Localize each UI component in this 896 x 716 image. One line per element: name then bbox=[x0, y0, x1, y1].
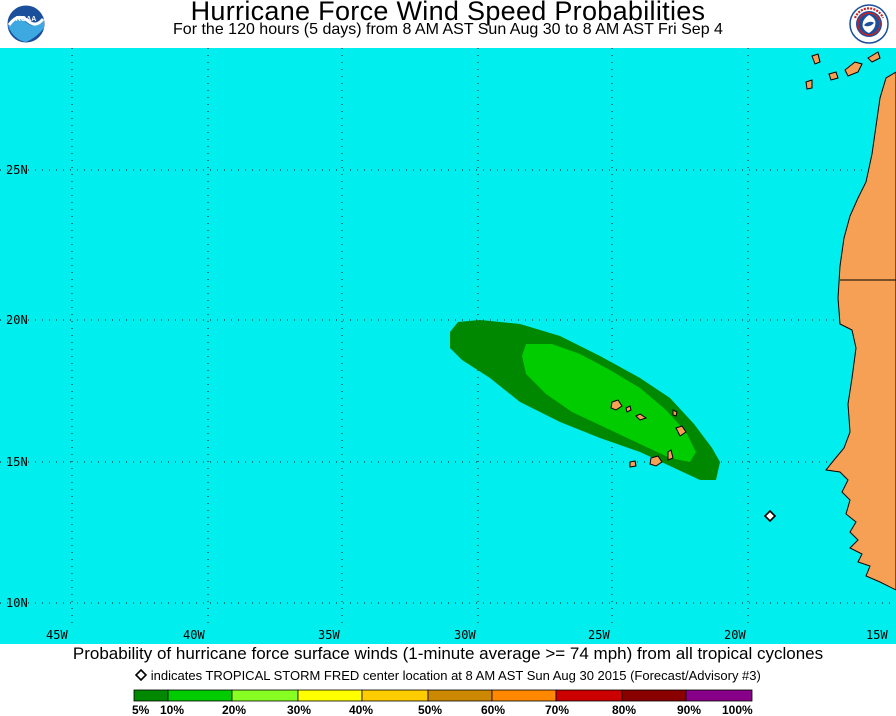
legend-swatch-5 bbox=[133, 689, 169, 702]
lon-label-20w: 20W bbox=[724, 628, 746, 642]
legend-swatch-90 bbox=[685, 689, 753, 702]
cape-verde-islands bbox=[610, 399, 687, 468]
diamond-icon bbox=[135, 668, 148, 682]
legend-label-30: 30% bbox=[287, 703, 311, 716]
noaa-logo-icon: NOAA bbox=[6, 4, 46, 44]
national-weather-service-logo-icon bbox=[849, 4, 889, 44]
lon-label-25w: 25W bbox=[588, 628, 610, 642]
map-grid bbox=[0, 48, 896, 628]
canary-islands bbox=[805, 51, 881, 90]
probability-band-10-20 bbox=[522, 344, 696, 462]
africa-coastline bbox=[825, 71, 896, 591]
ocean bbox=[0, 48, 896, 644]
legend-label-70: 70% bbox=[545, 703, 569, 716]
lon-label-35w: 35W bbox=[318, 628, 340, 642]
lon-label-30w: 30W bbox=[454, 628, 476, 642]
storm-note: indicates TROPICAL STORM FRED center loc… bbox=[0, 668, 896, 683]
noaa-logo-text: NOAA bbox=[16, 16, 37, 23]
legend-label-50: 50% bbox=[418, 703, 442, 716]
legend-label-100: 100% bbox=[722, 703, 753, 716]
legend-label-90: 90% bbox=[677, 703, 701, 716]
map-subtitle: For the 120 hours (5 days) from 8 AM AST… bbox=[173, 21, 723, 38]
legend-swatch-20 bbox=[231, 689, 299, 702]
probability-map: 25N 20N 15N 10N 45W 40W 35W 30W 25W 20W … bbox=[0, 48, 896, 644]
lat-label-25n: 25N bbox=[6, 163, 28, 177]
map-title: Hurricane Force Wind Speed Probabilities bbox=[190, 0, 706, 26]
legend-label-10: 10% bbox=[160, 703, 184, 716]
storm-center-diamond-icon bbox=[763, 509, 777, 523]
legend-label-60: 60% bbox=[481, 703, 505, 716]
legend-label-40: 40% bbox=[349, 703, 373, 716]
legend-swatch-30 bbox=[297, 689, 363, 702]
lon-label-45w: 45W bbox=[46, 628, 68, 642]
legend-label-5: 5% bbox=[132, 703, 150, 716]
legend-swatch-10 bbox=[167, 689, 233, 702]
legend-swatch-60 bbox=[491, 689, 557, 702]
legend-label-20: 20% bbox=[222, 703, 246, 716]
lat-label-20n: 20N bbox=[6, 313, 28, 327]
legend-swatch-40 bbox=[361, 689, 429, 702]
legend-swatch-70 bbox=[555, 689, 623, 702]
lat-label-10n: 10N bbox=[6, 596, 28, 610]
probability-legend: 5% 10% 20% 30% 40% 50% 60% 70% 80% 90% 1… bbox=[132, 689, 753, 716]
lon-label-15w: 15W bbox=[866, 628, 888, 642]
legend-swatch-80 bbox=[621, 689, 687, 702]
lat-label-15n: 15N bbox=[6, 455, 28, 469]
legend-swatches bbox=[133, 689, 753, 702]
legend-swatch-50 bbox=[427, 689, 493, 702]
probability-description: Probability of hurricane force surface w… bbox=[72, 644, 824, 663]
lon-label-40w: 40W bbox=[183, 628, 205, 642]
legend-label-80: 80% bbox=[612, 703, 636, 716]
storm-note-text: indicates TROPICAL STORM FRED center loc… bbox=[150, 668, 761, 683]
